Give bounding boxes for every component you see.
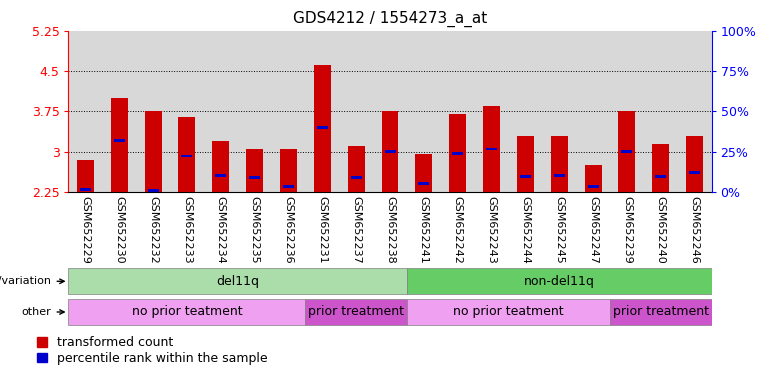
Bar [551,136,568,192]
Bar [610,31,644,192]
Text: non-del11q: non-del11q [524,275,594,288]
FancyBboxPatch shape [68,268,407,294]
Legend: transformed count, percentile rank within the sample: transformed count, percentile rank withi… [37,336,267,365]
Bar [449,114,466,192]
Bar [517,136,534,192]
Bar [272,31,305,192]
Bar [689,170,700,174]
Bar [305,31,339,192]
Text: GSM652242: GSM652242 [453,196,463,263]
Bar [587,185,599,188]
FancyBboxPatch shape [68,299,305,325]
Bar [419,182,429,185]
Bar [543,31,576,192]
Bar [280,149,297,192]
Bar [246,149,263,192]
Text: del11q: del11q [216,275,260,288]
Bar [170,31,204,192]
Bar [136,31,170,192]
Bar [145,111,161,192]
Bar [678,31,712,192]
Text: GSM652235: GSM652235 [250,196,260,263]
Text: GSM652234: GSM652234 [216,196,226,263]
Bar [215,174,226,177]
Bar [68,31,102,192]
Text: GSM652247: GSM652247 [588,196,598,263]
Text: GSM652246: GSM652246 [689,196,699,263]
Text: GSM652229: GSM652229 [81,196,91,263]
Bar [373,31,407,192]
Bar [381,111,399,192]
Text: GSM652236: GSM652236 [284,196,294,263]
Bar [314,65,331,192]
Bar [441,31,475,192]
Bar [102,31,136,192]
Bar [113,139,125,142]
Text: GSM652243: GSM652243 [486,196,496,263]
Title: GDS4212 / 1554273_a_at: GDS4212 / 1554273_a_at [293,10,487,26]
Bar [351,176,361,179]
Bar [686,136,703,192]
Bar [384,150,396,153]
Text: prior treatment: prior treatment [613,306,708,318]
Bar [520,175,531,179]
FancyBboxPatch shape [407,299,610,325]
Bar [283,185,294,188]
Bar [111,98,128,192]
Text: GSM652230: GSM652230 [114,196,124,263]
Bar [486,147,497,151]
Text: genotype/variation: genotype/variation [0,276,64,286]
Bar [317,126,328,129]
Bar [416,154,432,192]
Bar [508,31,543,192]
Text: GSM652240: GSM652240 [656,196,666,263]
Text: no prior teatment: no prior teatment [453,306,564,318]
Bar [652,144,669,192]
FancyBboxPatch shape [407,268,712,294]
Bar [622,150,632,153]
Bar [249,176,260,179]
Text: prior treatment: prior treatment [308,306,404,318]
Text: GSM652241: GSM652241 [419,196,429,263]
Text: GSM652232: GSM652232 [148,196,158,263]
Bar [148,189,158,192]
Text: GSM652238: GSM652238 [385,196,395,263]
Bar [181,154,193,157]
Bar [348,146,365,192]
Bar [407,31,441,192]
FancyBboxPatch shape [610,299,712,325]
Text: other: other [22,307,64,317]
Bar [655,175,667,179]
Text: GSM652231: GSM652231 [317,196,327,263]
Text: GSM652239: GSM652239 [622,196,632,263]
Bar [77,160,94,192]
Bar [212,141,229,192]
Bar [475,31,508,192]
Bar [237,31,272,192]
Bar [80,188,91,191]
Bar [644,31,678,192]
Bar [452,152,463,155]
Bar [179,117,196,192]
Text: no prior teatment: no prior teatment [132,306,242,318]
FancyBboxPatch shape [305,299,407,325]
Bar [584,165,601,192]
Text: GSM652237: GSM652237 [351,196,361,263]
Bar [619,111,635,192]
Text: GSM652245: GSM652245 [554,196,564,263]
Bar [483,106,500,192]
Bar [204,31,237,192]
Bar [339,31,373,192]
Bar [576,31,610,192]
Bar [554,174,565,177]
Text: GSM652233: GSM652233 [182,196,192,263]
Text: GSM652244: GSM652244 [521,196,530,263]
